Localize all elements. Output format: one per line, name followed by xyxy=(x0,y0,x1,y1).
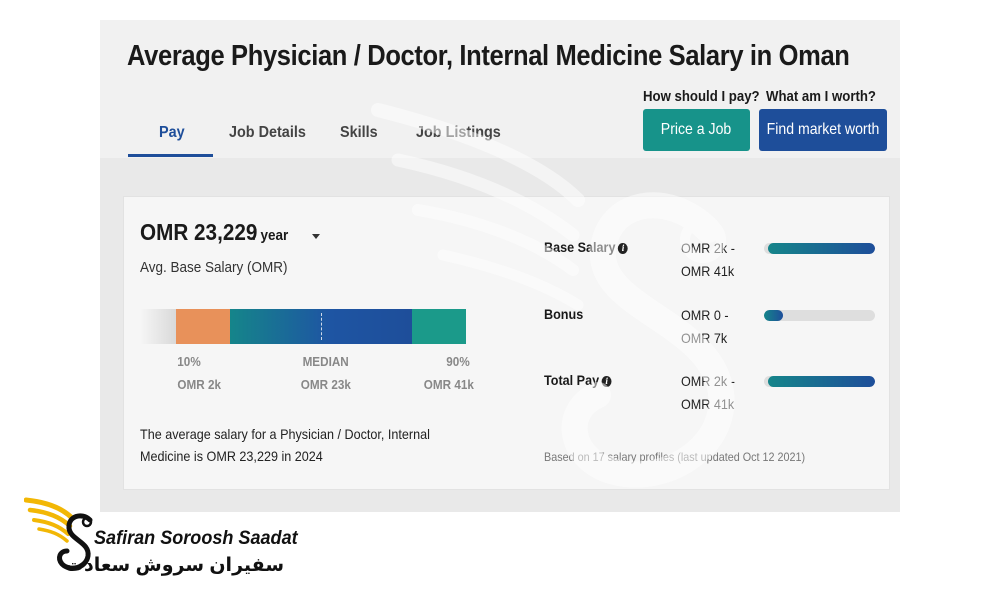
salary-subtitle: Avg. Base Salary (OMR) xyxy=(140,259,288,276)
price-a-job-label: Price a Job xyxy=(661,121,732,138)
total-pay-bar xyxy=(764,376,875,387)
caret-down-icon[interactable] xyxy=(312,234,320,239)
salary-description: The average salary for a Physician / Doc… xyxy=(140,426,430,464)
percentile-median-value: OMR 23k xyxy=(300,377,351,392)
tab-job-listings[interactable]: Job Listings xyxy=(416,124,501,141)
logo-wing-icon xyxy=(24,497,93,571)
logo-name-english: Safiran Soroosh Saadat xyxy=(94,528,298,549)
info-icon[interactable]: i xyxy=(618,242,629,254)
salary-amount: OMR 23,229 xyxy=(140,219,258,245)
range-bar-low-segment xyxy=(176,309,230,344)
active-tab-indicator xyxy=(128,154,213,157)
total-pay-bar-fill xyxy=(768,376,875,387)
bonus-bar-fill xyxy=(764,310,783,321)
base-salary-text: Base Salary xyxy=(544,239,616,255)
tab-pay[interactable]: Pay xyxy=(159,124,185,141)
company-logo: Safiran Soroosh Saadat سفیران سروش سعادت xyxy=(24,494,298,584)
tab-job-details[interactable]: Job Details xyxy=(229,124,306,141)
base-salary-bar-fill xyxy=(768,243,875,254)
page-title: Average Physician / Doctor, Internal Med… xyxy=(127,40,850,72)
median-marker xyxy=(321,313,322,340)
bonus-range: OMR 0 - OMR 7k xyxy=(681,307,729,346)
based-on-note: Based on 17 salary profiles (last update… xyxy=(544,450,806,464)
price-a-job-button[interactable]: Price a Job xyxy=(643,109,750,151)
percentile-10-label: 10% xyxy=(177,354,201,369)
total-pay-range: OMR 2k - OMR 41k xyxy=(681,373,735,412)
salary-headline[interactable]: OMR 23,229 / year xyxy=(140,219,320,246)
payscale-screenshot: Average Physician / Doctor, Internal Med… xyxy=(100,20,900,512)
page-header: Average Physician / Doctor, Internal Med… xyxy=(100,20,900,158)
bonus-label: Bonus xyxy=(544,306,583,322)
range-bar-fade xyxy=(140,309,176,344)
percentile-median-label: MEDIAN xyxy=(302,354,349,369)
price-question: How should I pay? xyxy=(643,88,760,105)
info-icon[interactable]: i xyxy=(601,375,612,387)
percentile-90-label: 90% xyxy=(446,354,470,369)
tab-skills[interactable]: Skills xyxy=(340,124,378,141)
base-salary-label: Base Salary i xyxy=(544,239,629,255)
salary-range-bar xyxy=(140,309,466,344)
logo-name-persian: سفیران سروش سعادت xyxy=(64,555,284,576)
bonus-text: Bonus xyxy=(544,306,584,322)
range-bar-high-segment xyxy=(412,309,466,344)
total-pay-text: Total Pay xyxy=(544,372,600,388)
salary-card: OMR 23,229 / year Avg. Base Salary (OMR)… xyxy=(123,196,890,490)
bonus-bar xyxy=(764,310,875,321)
salary-period: / year xyxy=(253,227,289,244)
find-market-worth-button[interactable]: Find market worth xyxy=(759,109,887,151)
worth-question: What am I worth? xyxy=(766,88,876,105)
base-salary-bar xyxy=(764,243,875,254)
percentile-10-value: OMR 2k xyxy=(177,377,221,392)
percentile-90-value: OMR 41k xyxy=(423,377,474,392)
total-pay-label: Total Pay i xyxy=(544,372,612,388)
find-market-worth-label: Find market worth xyxy=(766,121,880,138)
base-salary-range: OMR 2k - OMR 41k xyxy=(681,240,735,279)
